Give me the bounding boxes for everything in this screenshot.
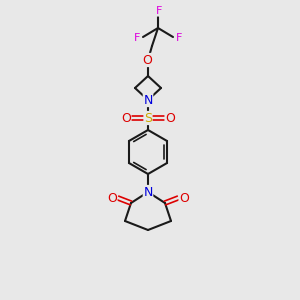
Text: O: O xyxy=(107,191,117,205)
Text: F: F xyxy=(156,6,162,16)
Text: S: S xyxy=(144,112,152,124)
Text: F: F xyxy=(134,33,140,43)
Text: F: F xyxy=(176,33,182,43)
Text: O: O xyxy=(121,112,131,124)
Text: N: N xyxy=(143,185,153,199)
Text: O: O xyxy=(165,112,175,124)
Text: O: O xyxy=(142,53,152,67)
Text: N: N xyxy=(143,94,153,106)
Text: O: O xyxy=(179,191,189,205)
